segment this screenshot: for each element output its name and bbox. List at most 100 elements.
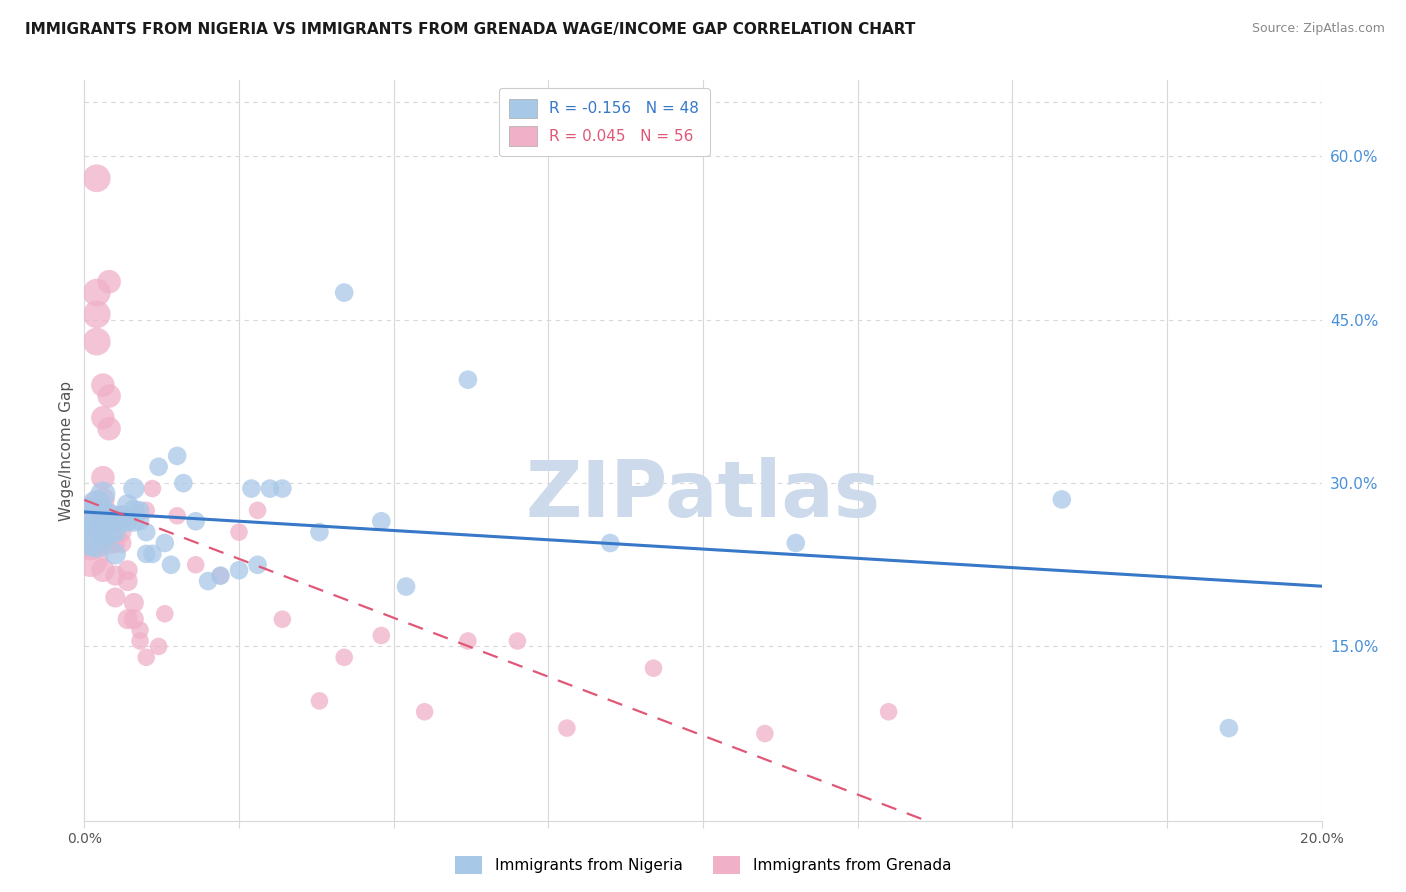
Point xyxy=(79,525,101,540)
Text: Source: ZipAtlas.com: Source: ZipAtlas.com xyxy=(1251,22,1385,36)
Point xyxy=(457,634,479,648)
Point xyxy=(148,640,170,654)
Point xyxy=(117,514,139,528)
Point xyxy=(370,514,392,528)
Point xyxy=(104,547,127,561)
Point xyxy=(86,498,108,512)
Point xyxy=(135,525,157,540)
Point xyxy=(141,482,163,496)
Point xyxy=(122,612,145,626)
Point xyxy=(98,422,121,436)
Point xyxy=(98,508,121,523)
Point xyxy=(197,574,219,588)
Point xyxy=(457,373,479,387)
Point xyxy=(91,508,114,523)
Point xyxy=(122,596,145,610)
Point xyxy=(129,634,152,648)
Point xyxy=(91,563,114,577)
Point xyxy=(91,410,114,425)
Point xyxy=(506,634,529,648)
Point xyxy=(98,389,121,403)
Point xyxy=(104,591,127,605)
Point xyxy=(122,503,145,517)
Point xyxy=(86,307,108,321)
Point xyxy=(110,508,132,523)
Point xyxy=(104,514,127,528)
Point xyxy=(110,514,132,528)
Point xyxy=(370,628,392,642)
Point xyxy=(172,476,194,491)
Point xyxy=(91,471,114,485)
Point xyxy=(555,721,578,735)
Point xyxy=(246,558,269,572)
Point xyxy=(246,503,269,517)
Point xyxy=(228,525,250,540)
Point xyxy=(599,536,621,550)
Point xyxy=(129,623,152,637)
Point xyxy=(308,694,330,708)
Point xyxy=(148,459,170,474)
Point xyxy=(91,525,114,540)
Point xyxy=(160,558,183,572)
Point xyxy=(91,514,114,528)
Point xyxy=(86,498,108,512)
Point xyxy=(259,482,281,496)
Point xyxy=(86,519,108,533)
Point xyxy=(110,525,132,540)
Point xyxy=(79,552,101,566)
Point xyxy=(754,726,776,740)
Point xyxy=(86,171,108,186)
Point xyxy=(104,525,127,540)
Point xyxy=(395,580,418,594)
Legend: R = -0.156   N = 48, R = 0.045   N = 56: R = -0.156 N = 48, R = 0.045 N = 56 xyxy=(499,88,710,156)
Point xyxy=(785,536,807,550)
Point xyxy=(129,514,152,528)
Point xyxy=(98,508,121,523)
Point xyxy=(91,514,114,528)
Point xyxy=(135,503,157,517)
Y-axis label: Wage/Income Gap: Wage/Income Gap xyxy=(59,380,75,521)
Point xyxy=(91,378,114,392)
Point xyxy=(209,568,232,582)
Point xyxy=(104,525,127,540)
Point xyxy=(104,536,127,550)
Point xyxy=(413,705,436,719)
Point xyxy=(1050,492,1073,507)
Point xyxy=(117,498,139,512)
Point xyxy=(98,275,121,289)
Point xyxy=(240,482,263,496)
Point xyxy=(117,563,139,577)
Point xyxy=(86,536,108,550)
Point xyxy=(79,519,101,533)
Text: IMMIGRANTS FROM NIGERIA VS IMMIGRANTS FROM GRENADA WAGE/INCOME GAP CORRELATION C: IMMIGRANTS FROM NIGERIA VS IMMIGRANTS FR… xyxy=(25,22,915,37)
Point xyxy=(308,525,330,540)
Point xyxy=(79,531,101,545)
Point xyxy=(271,612,294,626)
Point xyxy=(98,536,121,550)
Point xyxy=(271,482,294,496)
Point xyxy=(117,612,139,626)
Point xyxy=(79,536,101,550)
Point xyxy=(91,487,114,501)
Point xyxy=(643,661,665,675)
Point xyxy=(117,574,139,588)
Point xyxy=(209,568,232,582)
Text: ZIPatlas: ZIPatlas xyxy=(526,457,880,533)
Point xyxy=(110,508,132,523)
Point xyxy=(122,482,145,496)
Legend: Immigrants from Nigeria, Immigrants from Grenada: Immigrants from Nigeria, Immigrants from… xyxy=(449,850,957,880)
Point xyxy=(153,607,176,621)
Point xyxy=(877,705,900,719)
Point xyxy=(79,508,101,523)
Point xyxy=(333,285,356,300)
Point xyxy=(166,449,188,463)
Point xyxy=(333,650,356,665)
Point xyxy=(86,334,108,349)
Point xyxy=(141,547,163,561)
Point xyxy=(135,650,157,665)
Point xyxy=(104,568,127,582)
Point xyxy=(1218,721,1240,735)
Point xyxy=(166,508,188,523)
Point xyxy=(91,492,114,507)
Point xyxy=(86,285,108,300)
